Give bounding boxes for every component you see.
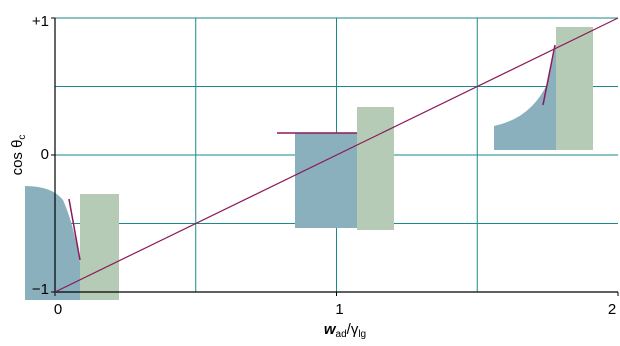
tangent <box>542 44 556 106</box>
liquid-block <box>357 107 394 230</box>
liquid-block <box>556 27 593 150</box>
y-tick-label: +1 <box>32 13 49 30</box>
label-text: /γ <box>347 321 359 338</box>
label-text: cos θ <box>9 140 26 176</box>
subscript: c <box>17 135 28 140</box>
x-tick-label: 1 <box>335 301 343 318</box>
data-line <box>54 17 619 293</box>
y-tick-label: 0 <box>41 146 49 163</box>
foreground: 0 1 2 −1 0 +1 <box>32 13 619 318</box>
x-tick-label: 0 <box>54 301 62 318</box>
y-axis-label: cos θc <box>9 135 28 176</box>
y-tick-label: −1 <box>32 281 49 298</box>
label-text: w <box>324 321 337 338</box>
droplet-illustrations <box>25 27 593 300</box>
tangent <box>68 198 81 261</box>
droplet-spread <box>25 186 80 300</box>
subscript: ad <box>336 329 347 340</box>
droplet-neutral <box>295 133 357 228</box>
droplet-wetting <box>494 45 556 150</box>
x-tick-label: 2 <box>608 301 616 318</box>
x-axis-label: wad/γlg <box>324 321 366 340</box>
subscript: lg <box>358 329 366 340</box>
liquid-block <box>80 194 119 300</box>
